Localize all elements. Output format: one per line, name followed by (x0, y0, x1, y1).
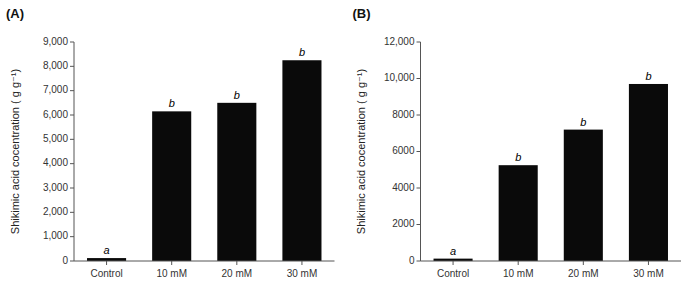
y-tick-label: 0 (62, 255, 68, 266)
y-tick (70, 66, 74, 67)
y-tick-label: 6000 (392, 145, 415, 156)
x-tick-label: 20 mM (222, 268, 253, 279)
x-tick (236, 261, 237, 265)
bar (564, 130, 603, 261)
y-tick (70, 115, 74, 116)
y-tick-label: 12,000 (384, 36, 415, 47)
y-tick-label: 4000 (392, 182, 415, 193)
x-tick-label: 20 mM (568, 268, 599, 279)
y-tick (417, 261, 421, 262)
y-tick-label: 10,000 (384, 72, 415, 83)
annotation: b (515, 151, 521, 163)
y-tick (70, 90, 74, 91)
y-tick (417, 42, 421, 43)
annotation: b (169, 97, 175, 109)
x-tick-label: Control (90, 268, 122, 279)
x-tick (301, 261, 302, 265)
y-tick-label: 5,000 (43, 133, 68, 144)
bar (499, 165, 538, 261)
x-tick-label: 30 mM (633, 268, 664, 279)
y-tick (70, 163, 74, 164)
annotation: a (104, 244, 110, 256)
bar (282, 60, 321, 261)
bar (152, 111, 191, 261)
y-tick (70, 139, 74, 140)
y-tick (70, 188, 74, 189)
y-tick (417, 188, 421, 189)
x-tick (518, 261, 519, 265)
x-axis-line (421, 261, 682, 262)
y-tick (417, 78, 421, 79)
annotation: b (299, 46, 305, 58)
bars (87, 60, 321, 261)
y-tick-label: 8,000 (43, 60, 68, 71)
panel: (B) Shikimic acid cocentration ( g g⁻¹) 0 2… (353, 6, 682, 279)
y-tick-label: 6,000 (43, 109, 68, 120)
y-tick (70, 261, 74, 262)
x-tick (453, 261, 454, 265)
y-tick (70, 42, 74, 43)
x-tick (583, 261, 584, 265)
y-axis-label: Shikimic acid cocentration ( g g⁻¹) (9, 69, 21, 234)
annotation: a (450, 245, 456, 257)
annotation: b (645, 70, 651, 82)
x-axis-line (74, 261, 335, 262)
y-tick (417, 224, 421, 225)
y-tick (417, 151, 421, 152)
panel: (A) Shikimic acid cocentration ( g g⁻¹) 0 1… (6, 6, 335, 279)
annotation: b (234, 89, 240, 101)
y-tick-label: 2,000 (43, 206, 68, 217)
panel-label: (B) (353, 6, 371, 21)
y-tick-label: 4,000 (43, 157, 68, 168)
y-tick (70, 212, 74, 213)
y-axis-line (420, 42, 421, 261)
bar (217, 103, 256, 261)
y-axis-label: Shikimic acid cocentration ( g g⁻¹) (355, 69, 367, 234)
y-tick-label: 2000 (392, 218, 415, 229)
x-tick-label: Control (437, 268, 469, 279)
x-tick-label: 10 mM (156, 268, 187, 279)
y-tick-label: 1,000 (43, 230, 68, 241)
x-tick (106, 261, 107, 265)
y-tick (417, 115, 421, 116)
chart-canvas: (A) Shikimic acid cocentration ( g g⁻¹) 0 1… (0, 0, 693, 291)
y-tick (70, 236, 74, 237)
annotation: b (580, 116, 586, 128)
x-tick-label: 10 mM (503, 268, 534, 279)
y-tick-label: 3,000 (43, 182, 68, 193)
x-tick-label: 30 mM (287, 268, 318, 279)
y-axis-line (74, 42, 75, 261)
y-tick-label: 8000 (392, 109, 415, 120)
y-tick-label: 0 (409, 255, 415, 266)
bar (629, 84, 668, 261)
x-tick (171, 261, 172, 265)
bars (434, 84, 668, 261)
panel-label: (A) (6, 6, 24, 21)
y-tick-label: 7,000 (43, 84, 68, 95)
y-tick-label: 9,000 (43, 36, 68, 47)
x-tick (648, 261, 649, 265)
